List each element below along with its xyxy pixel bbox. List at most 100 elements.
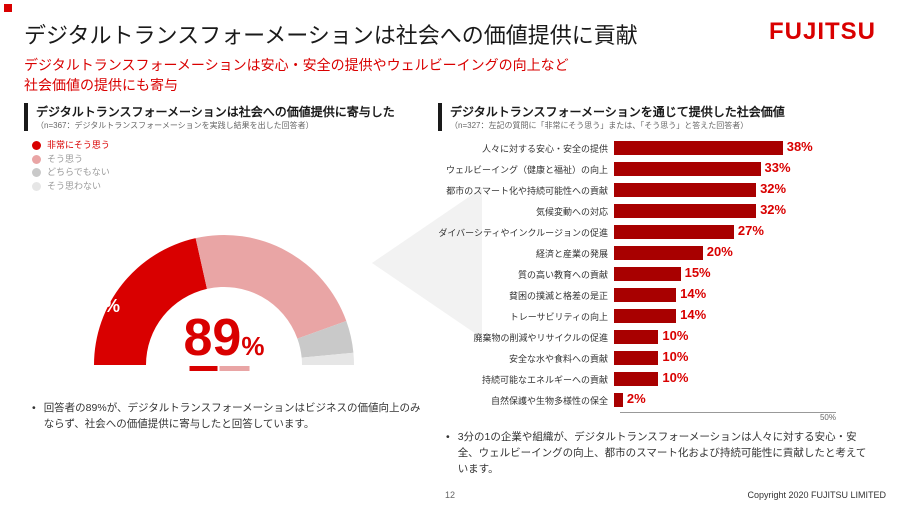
- legend-item: 非常にそう思う: [32, 139, 424, 153]
- hbar-value: 15%: [685, 265, 711, 280]
- hbar-value: 14%: [680, 307, 706, 322]
- hbar-row: 貧困の撲滅と格差の是正 14%: [438, 286, 836, 304]
- hbar-label: 気候変動への対応: [438, 205, 614, 218]
- hbar-label: 持続可能なエネルギーへの貢献: [438, 373, 614, 386]
- gauge-underline: [190, 366, 265, 371]
- page-title: デジタルトランスフォーメーションは社会への価値提供に貢献: [24, 18, 638, 50]
- fujitsu-logo: FUJITSU: [769, 18, 876, 46]
- hbar-value: 32%: [760, 202, 786, 217]
- legend-label: どちらでもない: [47, 166, 110, 180]
- hbar-label: トレーサビリティの向上: [438, 310, 614, 323]
- hbar-value: 33%: [765, 160, 791, 175]
- gauge-underline-seg: [220, 366, 250, 371]
- hbar-fill: [614, 351, 658, 365]
- left-footnote-text: 回答者の89%が、デジタルトランスフォーメーションはビジネスの価値向上のみならず…: [44, 401, 424, 433]
- hbar-row: 安全な水や食料への貢献 10%: [438, 349, 836, 367]
- bullet-icon: •: [446, 430, 450, 477]
- hbar-axis: 50%: [620, 412, 836, 422]
- title-bar: デジタルトランスフォーメーションは社会への価値提供に貢献 FUJITSU: [0, 0, 900, 54]
- legend-label: そう思う: [47, 153, 83, 167]
- hbar-track: 10%: [614, 351, 836, 365]
- gauge-legend: 非常にそう思うそう思うどちらでもないそう思わない: [32, 139, 424, 193]
- hbar-row: 経済と産業の発展 20%: [438, 244, 836, 262]
- hbar-label: 自然保護や生物多様性の保全: [438, 394, 614, 407]
- gauge-segment-label-1: 43%: [84, 296, 120, 317]
- left-section-note: （n=367：デジタルトランスフォーメーションを実践し結果を出した回答者）: [36, 120, 424, 131]
- gauge-suffix: %: [241, 331, 264, 361]
- hbar-value: 10%: [662, 349, 688, 364]
- hbar-label: 貧困の撲滅と格差の是正: [438, 289, 614, 302]
- hbar-label: 都市のスマート化や持続可能性への貢献: [438, 184, 614, 197]
- hbar-row: 質の高い教育への貢献 15%: [438, 265, 836, 283]
- hbar-label: 安全な水や食料への貢献: [438, 352, 614, 365]
- hbar-row: 気候変動への対応 32%: [438, 202, 836, 220]
- gauge-center-value: 89%: [184, 312, 265, 371]
- hbar-label: 経済と産業の発展: [438, 247, 614, 260]
- right-section-header: デジタルトランスフォーメーションを通じて提供した社会価値 （n=327：左記の質…: [438, 103, 876, 131]
- legend-label: 非常にそう思う: [47, 139, 110, 153]
- gauge-segment-label-2: 46%: [292, 231, 328, 252]
- hbar-fill: [614, 372, 658, 386]
- right-footnote: • 3分の1の企業や組織が、デジタルトランスフォーメーションは人々に対する安心・…: [438, 422, 876, 477]
- hbar-track: 10%: [614, 372, 836, 386]
- hbar-fill: [614, 162, 761, 176]
- legend-dot-icon: [32, 182, 41, 191]
- legend-item: そう思う: [32, 153, 424, 167]
- hbar-track: 33%: [614, 162, 836, 176]
- hbar-fill: [614, 183, 756, 197]
- legend-dot-icon: [32, 141, 41, 150]
- gauge-underline-seg: [190, 366, 218, 371]
- hbar-value: 38%: [787, 139, 813, 154]
- right-footnote-text: 3分の1の企業や組織が、デジタルトランスフォーメーションは人々に対する安心・安全…: [458, 430, 876, 477]
- right-section-note: （n=327：左記の質問に「非常にそう思う」または、「そう思う」と答えた回答者）: [450, 120, 876, 131]
- hbar-label: 人々に対する安心・安全の提供: [438, 142, 614, 155]
- hbar-fill: [614, 393, 623, 407]
- hbar-fill: [614, 267, 681, 281]
- hbar-track: 14%: [614, 288, 836, 302]
- hbar-fill: [614, 288, 676, 302]
- hbar-fill: [614, 309, 676, 323]
- hbar-row: 廃棄物の削減やリサイクルの促進 10%: [438, 328, 836, 346]
- hbar-label: ウェルビーイング（健康と福祉）の向上: [438, 163, 614, 176]
- right-column: デジタルトランスフォーメーションを通じて提供した社会価値 （n=327：左記の質…: [438, 103, 876, 477]
- hbar-row: トレーサビリティの向上 14%: [438, 307, 836, 325]
- legend-dot-icon: [32, 168, 41, 177]
- hbar-label: 廃棄物の削減やリサイクルの促進: [438, 331, 614, 344]
- gauge-chart: 43% 46% 89%: [64, 193, 384, 393]
- hbar-row: 人々に対する安心・安全の提供 38%: [438, 139, 836, 157]
- legend-item: そう思わない: [32, 180, 424, 194]
- hbar-fill: [614, 225, 734, 239]
- hbar-value: 10%: [662, 370, 688, 385]
- hbar-row: 持続可能なエネルギーへの貢献 10%: [438, 370, 836, 388]
- hbar-fill: [614, 330, 658, 344]
- hbar-track: 14%: [614, 309, 836, 323]
- subtitle-line1: デジタルトランスフォーメーションは安心・安全の提供やウェルビーイングの向上など: [24, 57, 569, 73]
- left-section-header: デジタルトランスフォーメーションは社会への価値提供に寄与した （n=367：デジ…: [24, 103, 424, 131]
- hbar-value: 20%: [707, 244, 733, 259]
- hbar-label: ダイバーシティやインクルージョンの促進: [438, 226, 614, 239]
- hbar-track: 15%: [614, 267, 836, 281]
- hbar-value: 14%: [680, 286, 706, 301]
- hbar-track: 38%: [614, 141, 836, 155]
- hbar-row: 自然保護や生物多様性の保全 2%: [438, 391, 836, 409]
- left-footnote: • 回答者の89%が、デジタルトランスフォーメーションはビジネスの価値向上のみな…: [24, 393, 424, 433]
- hbar-row: ウェルビーイング（健康と福祉）の向上 33%: [438, 160, 836, 178]
- bullet-icon: •: [32, 401, 36, 433]
- hbar-track: 32%: [614, 183, 836, 197]
- hbar-value: 32%: [760, 181, 786, 196]
- right-section-title: デジタルトランスフォーメーションを通じて提供した社会価値: [450, 103, 876, 120]
- hbar-label: 質の高い教育への貢献: [438, 268, 614, 281]
- legend-item: どちらでもない: [32, 166, 424, 180]
- left-column: デジタルトランスフォーメーションは社会への価値提供に寄与した （n=367：デジ…: [24, 103, 424, 477]
- hbar-value: 10%: [662, 328, 688, 343]
- hbar-value: 27%: [738, 223, 764, 238]
- hbar-value: 2%: [627, 391, 646, 406]
- hbar-axis-max: 50%: [820, 413, 836, 422]
- left-section-title: デジタルトランスフォーメーションは社会への価値提供に寄与した: [36, 103, 424, 120]
- hbar-track: 27%: [614, 225, 836, 239]
- hbar-row: ダイバーシティやインクルージョンの促進 27%: [438, 223, 836, 241]
- subtitle-line2: 社会価値の提供にも寄与: [24, 77, 178, 93]
- page-number: 12: [445, 490, 455, 500]
- hbar-fill: [614, 141, 783, 155]
- hbar-track: 2%: [614, 393, 836, 407]
